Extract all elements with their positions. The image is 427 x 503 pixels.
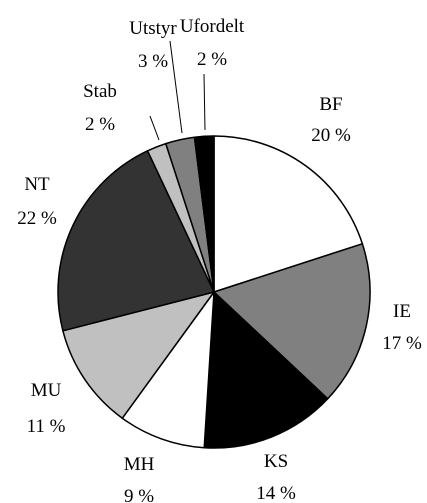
slice-value-nt: 22 % <box>17 208 57 229</box>
slice-value-ie: 17 % <box>382 333 422 354</box>
slice-value-stab: 2 % <box>85 114 115 135</box>
slice-label-ks: KS 14 % <box>256 451 296 503</box>
pie-slice-ufordelt <box>193 135 215 293</box>
slice-value-ks: 14 % <box>256 483 296 503</box>
slice-label-utstyr: Utstyr 3 % <box>129 18 177 72</box>
slice-value-bf: 20 % <box>311 125 351 146</box>
leader-line-utstyr <box>169 40 183 134</box>
slice-name-bf: BF <box>319 94 342 115</box>
pie-slice-nt <box>57 150 215 332</box>
slice-label-stab: Stab 2 % <box>83 81 117 135</box>
slice-name-nt: NT <box>24 174 50 195</box>
slice-name-utstyr: Utstyr <box>129 18 177 39</box>
slice-name-stab: Stab <box>83 81 117 102</box>
pie-slice-ks <box>203 291 329 449</box>
slice-label-ufordelt: Ufordelt 2 % <box>180 16 245 70</box>
pie-slices <box>57 135 371 449</box>
slice-name-mh: MH <box>124 454 155 475</box>
slice-name-ks: KS <box>264 451 288 472</box>
slice-value-utstyr: 3 % <box>138 51 168 72</box>
slice-name-ufordelt: Ufordelt <box>180 16 245 37</box>
slice-value-mu: 11 % <box>27 416 66 437</box>
leader-line-ufordelt <box>203 73 206 131</box>
slice-name-mu: MU <box>31 380 62 401</box>
leader-line-stab <box>149 115 160 141</box>
pie-slice-mh <box>121 291 215 449</box>
leader-lines <box>149 40 206 141</box>
slice-name-ie: IE <box>393 301 411 322</box>
slice-label-nt: NT 22 % <box>17 174 57 229</box>
slice-label-ie: IE 17 % <box>382 301 422 354</box>
pie-slice-mu <box>62 291 215 419</box>
pie-slice-ie <box>213 243 371 400</box>
slice-labels: BF 20 % IE 17 % KS 14 % MH 9 % MU 11 % NT 22 % Stab 2… <box>17 16 422 503</box>
slice-value-mh: 9 % <box>124 486 154 503</box>
slice-label-bf: BF 20 % <box>311 94 351 146</box>
slice-value-ufordelt: 2 % <box>197 49 227 70</box>
slice-label-mu: MU 11 % <box>27 380 66 437</box>
slice-label-mh: MH 9 % <box>124 454 155 503</box>
pie-slice-bf <box>213 135 364 293</box>
